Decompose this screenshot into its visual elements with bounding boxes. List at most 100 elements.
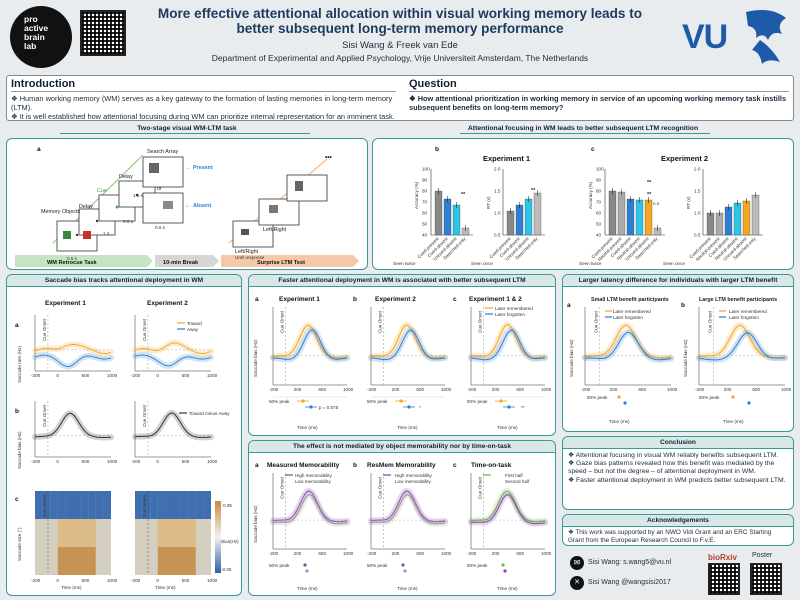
peak-marker (617, 395, 621, 399)
heatmap-cell (50, 547, 58, 561)
heatmap-cell (95, 491, 104, 505)
cue-onset-label: Cue Onset (42, 494, 47, 517)
panel-label: c (453, 296, 457, 303)
series-line (134, 412, 212, 438)
x-tick-label: 200 (392, 551, 400, 556)
heatmap-cell (135, 547, 143, 561)
poster-qr-code[interactable] (750, 563, 782, 595)
intro-bullet: ❖ It is well established how attentional… (11, 112, 395, 121)
saccade-panel: Saccade bias tracks attentional deployme… (6, 274, 242, 596)
heatmap-cell (203, 547, 211, 561)
cue-onset-label: Cue Onset (478, 476, 483, 499)
latency-panel: Larger latency difference for individual… (562, 274, 794, 432)
series-line (34, 412, 112, 438)
x-tick-label: 1000 (541, 387, 552, 392)
heatmap-cell (65, 533, 73, 547)
x-tick-label: 1000 (107, 578, 118, 583)
heatmap-cell (157, 491, 166, 505)
email-link[interactable]: Sisi Wang: s.wang5@vu.nl (588, 559, 672, 566)
heatmap-cell (57, 519, 66, 533)
cue-onset-label: Cue Onset (378, 310, 383, 333)
panel-label: a (37, 146, 41, 153)
search-object (163, 201, 173, 209)
bar (706, 212, 715, 236)
panel-label: b (353, 462, 357, 469)
y-tick-label: 40 (596, 233, 602, 238)
x-tick-label: -200 (467, 387, 477, 392)
twitter-link[interactable]: Sisi Wang @wangsisi2017 (588, 579, 671, 586)
heatmap-cell (80, 505, 89, 519)
task-timing: 1.5 s (133, 193, 144, 198)
task-label: Absent (193, 203, 211, 209)
x-tick-label: 0 (56, 578, 59, 583)
sig-marker: ** (461, 192, 466, 198)
y-axis-label: RT (s) (686, 196, 691, 209)
ack-text: ❖ This work was supported by an NWO Vidi… (568, 529, 772, 544)
seen-label: Seen once (471, 261, 493, 266)
heatmap-cell (188, 505, 196, 519)
heatmap-cell (65, 491, 73, 505)
heatmap-cell (80, 491, 89, 505)
heatmap-cell (95, 533, 104, 547)
peak-stat: p = 0.075 (319, 405, 339, 410)
y-axis-label: Saccade bias (Hz) (683, 339, 688, 377)
bar (626, 198, 635, 236)
heatmap-cell (203, 533, 211, 547)
cue-onset-label: Cue Onset (280, 476, 285, 499)
lab-qr-code[interactable] (80, 10, 126, 56)
biorxiv-logo[interactable]: bioRxiv (708, 553, 737, 562)
legend-item: High memorability (295, 473, 332, 478)
heatmap-cell (88, 519, 96, 533)
peak-marker (731, 395, 735, 399)
peak-label: 50% peak (467, 563, 488, 568)
series-line (272, 490, 348, 523)
task-label: Left/Right (263, 227, 287, 233)
colorbar (215, 501, 221, 573)
heatmap-cell (73, 491, 81, 505)
panel-label: b (681, 302, 685, 309)
heatmap-cell (188, 491, 196, 505)
lab-logo-line: active (24, 23, 49, 33)
series-line (470, 329, 546, 361)
x-axis-label: Time (ms) (397, 425, 418, 430)
x-axis-label: Time (ms) (61, 585, 82, 590)
x-tick-label: -200 (467, 551, 477, 556)
x-tick-label: 0 (156, 578, 159, 583)
conclusion-title: Conclusion (563, 437, 793, 449)
memory-object-red (83, 231, 91, 239)
y-tick-label: 70 (596, 200, 602, 205)
x-tick-label: 200 (294, 551, 302, 556)
seen-label: Seen twice (579, 261, 602, 266)
x-tick-label: 1000 (207, 373, 218, 378)
heatmap-cell (88, 491, 96, 505)
y-tick-label: 60 (596, 211, 602, 216)
heatmap-cell (188, 561, 196, 575)
series-line (34, 343, 112, 354)
heatmap-cell (173, 547, 181, 561)
heatmap-cell (180, 533, 189, 547)
heatmap-cell (42, 561, 51, 575)
x-tick-label: -200 (269, 387, 279, 392)
heatmap-cell (73, 561, 81, 575)
x-tick-label: 200 (294, 387, 302, 392)
y-tick-label: 80 (422, 189, 428, 194)
heatmap-cell (135, 561, 143, 575)
series-line (272, 329, 348, 360)
x-tick-label: -200 (367, 551, 377, 556)
heatmap-cell (135, 519, 143, 533)
heatmap-cell (80, 561, 89, 575)
biorxiv-qr-code[interactable] (708, 563, 740, 595)
heatmap-cell (42, 519, 51, 533)
heatmap-cell (42, 505, 51, 519)
chart-title: ResMem Memorability (367, 462, 436, 469)
cue-onset-label: Cue Onset (142, 318, 147, 341)
x-tick-label: -200 (131, 459, 141, 464)
x-tick-label: 600 (318, 551, 326, 556)
peak-marker (623, 401, 627, 405)
x-tick-label: 600 (752, 387, 760, 392)
heatmap-cell (103, 505, 111, 519)
task-label: Delay (119, 174, 133, 180)
x-axis-label: Time (ms) (723, 419, 744, 424)
x-tick-label: 200 (492, 387, 500, 392)
memory-object-green (63, 231, 71, 239)
